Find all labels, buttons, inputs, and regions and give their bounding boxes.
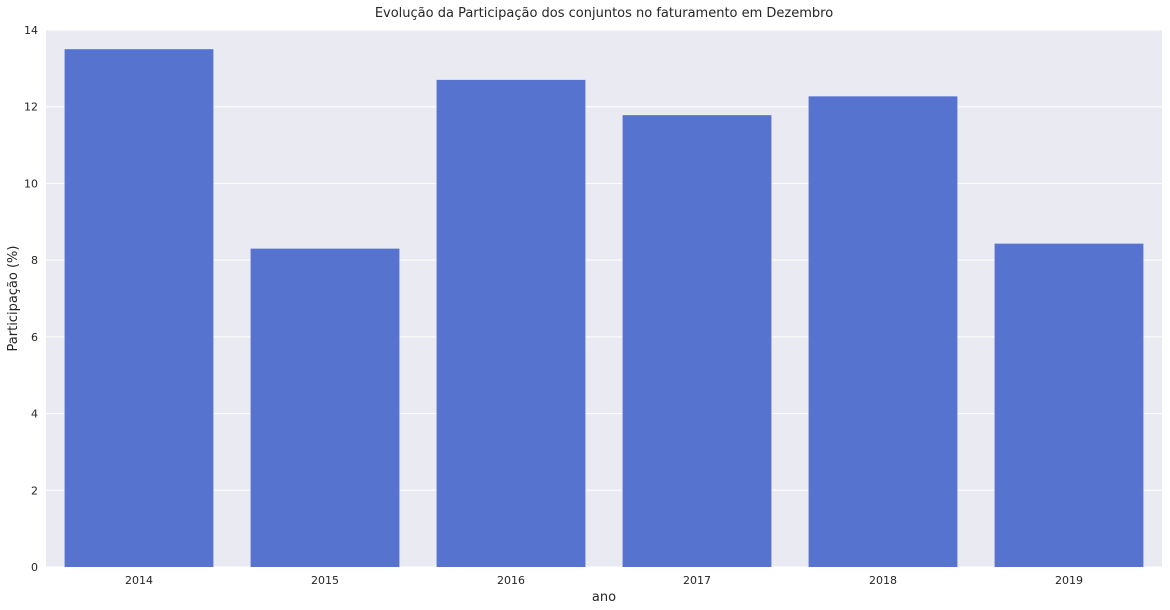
y-tick-label: 8: [31, 254, 38, 267]
x-axis-label: ano: [592, 590, 616, 605]
y-tick-label: 4: [31, 408, 38, 421]
y-tick-label: 0: [31, 561, 38, 574]
x-tick-label: 2015: [311, 574, 339, 587]
chart-title: Evolução da Participação dos conjuntos n…: [375, 6, 833, 21]
y-tick-label: 2: [31, 484, 38, 497]
x-tick-label: 2018: [869, 574, 897, 587]
bar-2018: [808, 96, 958, 568]
bar-2019: [994, 243, 1144, 567]
x-axis-ticks: 2014 2015 2016 2017 2018 2019: [125, 574, 1083, 587]
bar-2014: [64, 49, 214, 567]
x-tick-label: 2019: [1055, 574, 1083, 587]
bar-2016: [436, 79, 586, 567]
bars: [64, 49, 1144, 568]
y-tick-label: 10: [24, 177, 38, 190]
x-tick-label: 2014: [125, 574, 153, 587]
y-axis-ticks: 0 2 4 6 8 10 12 14: [24, 24, 38, 574]
y-tick-label: 12: [24, 101, 38, 114]
y-tick-label: 6: [31, 331, 38, 344]
plot-background: [46, 30, 1162, 567]
y-axis-label: Participação (%): [6, 246, 21, 352]
x-tick-label: 2017: [683, 574, 711, 587]
gridlines: [46, 29, 1162, 568]
bar-2015: [250, 248, 400, 567]
y-tick-label: 14: [24, 24, 38, 37]
bar-2017: [622, 115, 772, 567]
x-tick-label: 2016: [497, 574, 525, 587]
